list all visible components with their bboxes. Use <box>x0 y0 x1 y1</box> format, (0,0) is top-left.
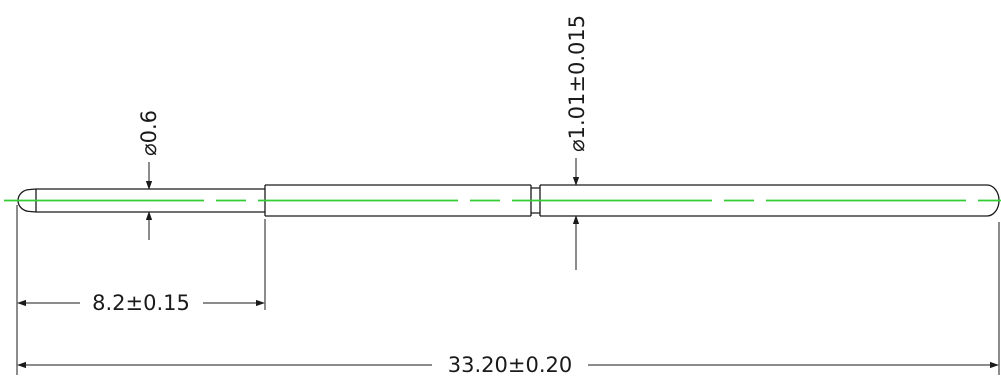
extension-lines <box>16 205 1000 375</box>
groove-neck <box>531 187 540 214</box>
overall-length-label: 33.20±0.20 <box>448 353 572 377</box>
tip-diameter-label: ⌀0.6 <box>137 110 161 156</box>
body-diameter-label: ⌀1.01±0.015 <box>565 15 589 152</box>
tip-length-label: 8.2±0.15 <box>92 291 190 315</box>
